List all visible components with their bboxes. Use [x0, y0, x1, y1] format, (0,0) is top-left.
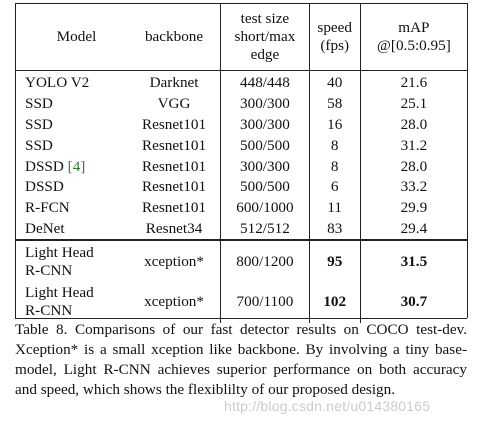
table-row: SSD Resnet101 500/500 8 31.2: [15, 135, 467, 157]
table-row: DeNet Resnet34 512/512 83 29.4: [15, 218, 467, 241]
cell-model: DSSD: [25, 178, 64, 196]
cell-model: SSD: [25, 136, 53, 154]
cell-model: YOLO V2: [25, 74, 90, 92]
table-row: R-FCN Resnet101 600/1000 11 29.9: [15, 197, 467, 219]
cell-size: 512/512: [220, 218, 310, 241]
header-row: Model backbone test size short/max edge …: [15, 3, 467, 71]
cell-size: 300/300: [220, 93, 310, 115]
cell-map: 31.5: [359, 240, 467, 283]
cell-map: 29.4: [359, 218, 467, 241]
cell-speed: 95: [308, 240, 361, 283]
cell-size: 500/500: [220, 135, 310, 157]
cell-backbone: VGG: [157, 95, 191, 113]
cell-map: 33.2: [359, 176, 467, 198]
cell-map: 30.7: [359, 282, 467, 324]
cell-map: 21.6: [359, 70, 467, 94]
table-row: YOLO V2 Darknet 448/448 40 21.6: [15, 70, 467, 94]
cell-model: Light Head R-CNN: [25, 244, 94, 280]
header-test-size: test size short/max edge: [220, 3, 310, 71]
citation-link[interactable]: [4]: [67, 157, 86, 175]
cell-model: Light Head R-CNN: [25, 284, 94, 320]
cell-speed: 11: [308, 197, 361, 219]
cell-speed: 58: [308, 93, 361, 115]
header-model: Model: [56, 27, 97, 45]
cell-speed: 6: [308, 176, 361, 198]
cell-model: R-FCN: [25, 199, 70, 217]
cell-speed: 8: [308, 156, 361, 177]
cell-size: 800/1200: [220, 240, 310, 283]
table-row: DSSD Resnet101 500/500 6 33.2: [15, 176, 467, 198]
cell-size: 448/448: [220, 70, 310, 94]
cell-size: 300/300: [220, 156, 310, 177]
cell-map: 28.0: [359, 156, 467, 177]
light-head-rows: Light Head R-CNN xception* 800/1200 95 3…: [15, 240, 467, 324]
fast-detector-rows: YOLO V2 Darknet 448/448 40 21.6 SSD VGG …: [15, 70, 467, 241]
table-bottom-rule: [15, 318, 467, 319]
table-row: SSD VGG 300/300 58 25.1: [15, 93, 467, 115]
cell-model: SSD: [25, 95, 53, 113]
cell-speed: 102: [308, 282, 361, 324]
table-header: Model backbone test size short/max edge …: [15, 3, 467, 71]
header-map: mAP @[0.5:0.95]: [359, 3, 467, 71]
cell-map: 28.0: [359, 114, 467, 136]
table-caption: Table 8. Comparisons of our fast detecto…: [15, 321, 467, 398]
table-row: DSSD [4] Resnet101 300/300 8 28.0: [15, 156, 467, 177]
table-row: SSD Resnet101 300/300 16 28.0: [15, 114, 467, 136]
results-table: Model backbone test size short/max edge …: [15, 3, 467, 324]
cell-map: 25.1: [359, 93, 467, 115]
cell-speed: 16: [308, 114, 361, 136]
cell-backbone: xception*: [144, 293, 204, 311]
cell-model: DeNet: [25, 219, 65, 237]
cell-backbone: Resnet34: [145, 219, 203, 237]
cell-backbone: Resnet101: [141, 157, 207, 175]
cell-size: 500/500: [220, 176, 310, 198]
cell-backbone: Darknet: [149, 74, 199, 92]
table-left-rule: [15, 3, 16, 318]
table-row: Light Head R-CNN xception* 700/1100 102 …: [15, 282, 467, 324]
header-backbone: backbone: [144, 27, 204, 45]
header-speed: speed (fps): [308, 3, 361, 71]
watermark-url: http://blog.csdn.net/u014380165: [224, 398, 431, 414]
cell-model: SSD: [25, 115, 53, 133]
cell-size: 300/300: [220, 114, 310, 136]
table-right-rule: [467, 3, 468, 318]
cell-speed: 40: [308, 70, 361, 94]
cell-size: 600/1000: [220, 197, 310, 219]
cell-backbone: xception*: [144, 253, 204, 271]
cell-map: 29.9: [359, 197, 467, 219]
cell-backbone: Resnet101: [141, 115, 207, 133]
cell-model: DSSD [4]: [25, 157, 86, 175]
cell-map: 31.2: [359, 135, 467, 157]
cell-backbone: Resnet101: [141, 178, 207, 196]
cell-speed: 8: [308, 135, 361, 157]
cell-speed: 83: [308, 218, 361, 241]
cell-backbone: Resnet101: [141, 199, 207, 217]
table-row: Light Head R-CNN xception* 800/1200 95 3…: [15, 240, 467, 283]
cell-size: 700/1100: [220, 282, 310, 324]
cell-backbone: Resnet101: [141, 136, 207, 154]
